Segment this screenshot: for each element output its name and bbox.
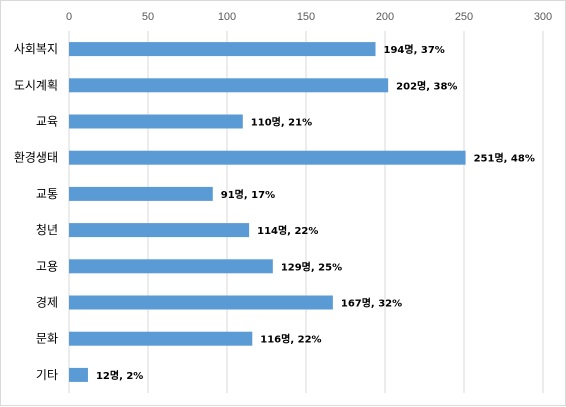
bar-1: [69, 78, 389, 93]
data-label: 116명, 22%: [260, 333, 321, 346]
x-tick-label: 300: [534, 11, 552, 23]
data-label: 91명, 17%: [221, 188, 275, 201]
bar-8: [69, 331, 253, 346]
data-label: 194명, 37%: [384, 43, 445, 56]
data-labels: 194명, 37% 202명, 38% 110명, 21% 251명, 48% 91명,…: [96, 43, 535, 382]
bar-5: [69, 223, 250, 238]
data-label: 129명, 25%: [281, 260, 342, 273]
category-label: 도시계획: [14, 78, 58, 92]
bar-3: [69, 150, 466, 165]
data-label: 114명, 22%: [257, 224, 318, 237]
x-tick-label: 50: [142, 11, 154, 23]
x-tick-label: 150: [297, 11, 315, 23]
category-label: 경제: [36, 296, 58, 310]
category-label: 교통: [36, 187, 58, 201]
x-tick-label: 0: [66, 11, 72, 23]
bars: [69, 42, 466, 382]
data-label: 110명, 21%: [251, 116, 312, 129]
bar-9: [69, 367, 88, 382]
bar-7: [69, 295, 333, 310]
category-label: 고용: [36, 259, 58, 273]
x-tick-label: 250: [455, 11, 473, 23]
x-tick-label: 200: [376, 11, 394, 23]
data-label: 202명, 38%: [396, 79, 457, 92]
bar-4: [69, 186, 213, 201]
category-label: 기타: [36, 368, 58, 382]
category-label: 문화: [36, 332, 58, 346]
category-label: 사회복지: [14, 42, 58, 56]
bar-2: [69, 114, 243, 129]
category-label: 교육: [36, 115, 58, 129]
bar-6: [69, 259, 273, 274]
category-label: 환경생태: [14, 151, 58, 165]
x-tick-label: 100: [218, 11, 236, 23]
data-label: 251명, 48%: [474, 152, 535, 165]
bar-0: [69, 42, 376, 57]
category-label: 청년: [36, 223, 58, 237]
x-axis-ticks: 0 50 100 150 200 250 300: [66, 11, 552, 23]
data-label: 12명, 2%: [96, 369, 143, 382]
data-label: 167명, 32%: [341, 297, 402, 310]
